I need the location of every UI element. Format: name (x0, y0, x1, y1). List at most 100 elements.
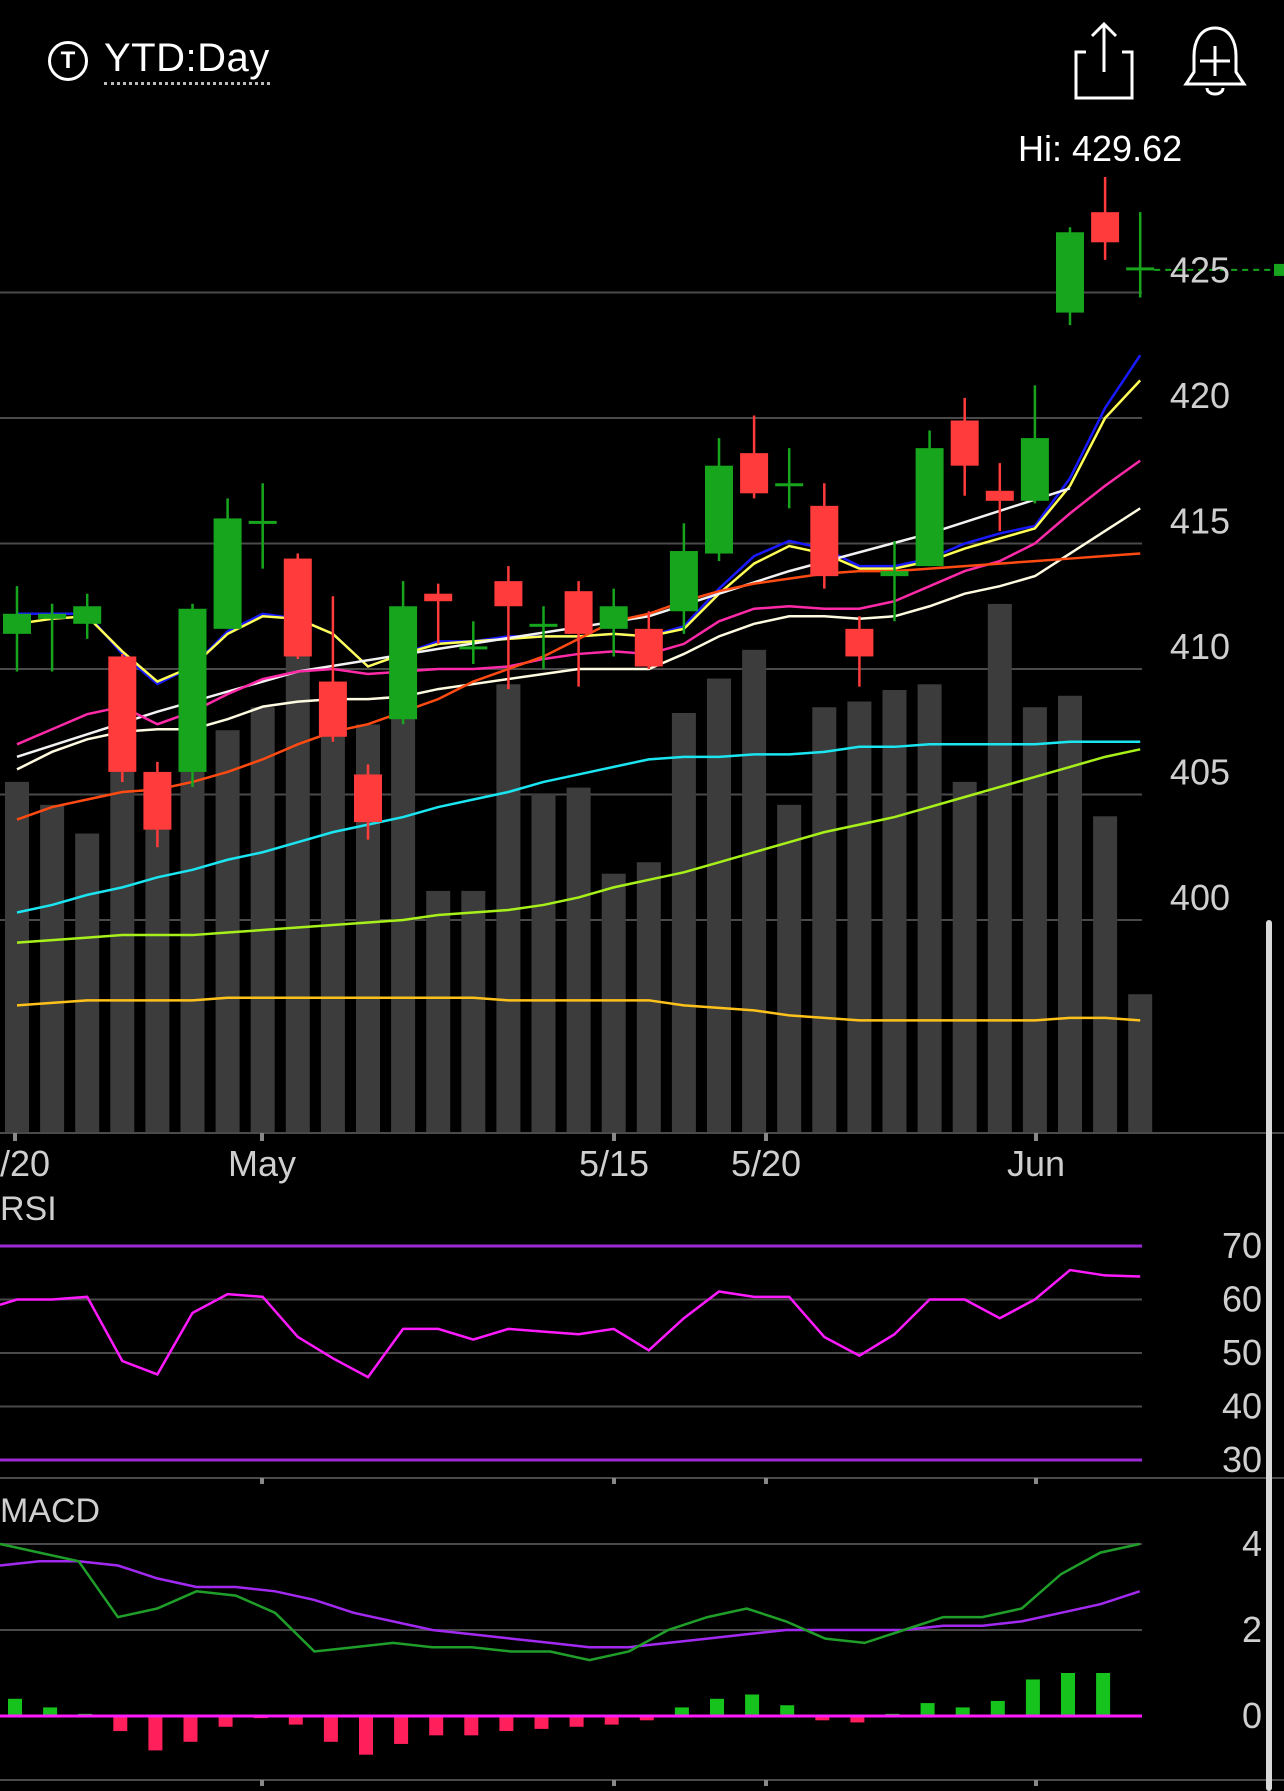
moving-average-line (16, 748, 1141, 944)
macd-histogram-bar (464, 1716, 479, 1736)
macd-histogram-bar (990, 1700, 1005, 1716)
macd-histogram-bar (218, 1716, 233, 1727)
candle-up (459, 646, 488, 650)
date-tick-label: 5/20 (731, 1143, 801, 1184)
volume-bar (285, 644, 310, 1132)
macd-histogram-bar (815, 1716, 830, 1721)
period-selector[interactable]: T YTD:Day (48, 36, 270, 85)
macd-histogram-bar (1025, 1679, 1040, 1716)
candle-up (599, 606, 628, 629)
volume-bar (531, 793, 556, 1132)
candle-up (178, 608, 207, 772)
volume-bar (1022, 707, 1047, 1132)
macd-histogram-bar (955, 1707, 970, 1716)
candle-down (283, 558, 312, 657)
candle-up (248, 520, 277, 524)
candle-up (73, 606, 102, 624)
date-axis: /20 May 5/15 5/20 Jun (0, 1133, 1065, 1184)
volume-bar (917, 684, 942, 1132)
macd-histogram-bar (639, 1716, 654, 1721)
volume-bar (40, 804, 65, 1132)
macd-histogram-bar (780, 1705, 795, 1716)
candle-down (424, 593, 453, 602)
candle-down (354, 774, 382, 823)
macd-histogram-bar (148, 1716, 163, 1751)
volume-bar (847, 701, 872, 1132)
volume-bar (320, 735, 345, 1132)
period-label: YTD:Day (104, 36, 270, 85)
macd-histogram-bar (569, 1716, 584, 1727)
volume-bar (1058, 695, 1082, 1132)
rsi-tick-label: 40 (1222, 1386, 1262, 1427)
macd-histogram-bar (323, 1716, 338, 1742)
candle-up (1056, 232, 1084, 313)
price-tick-label: 400 (1170, 877, 1230, 918)
candle-up (38, 613, 67, 619)
rsi-line (0, 1268, 1141, 1379)
moving-average-line (16, 996, 1141, 1022)
volume-bar (777, 804, 802, 1132)
macd-histogram-bar (534, 1716, 549, 1729)
candle-up (213, 518, 242, 629)
volume-bar (671, 712, 696, 1132)
volume-bar (952, 781, 977, 1132)
volume-bar (1093, 816, 1118, 1132)
moving-average-line (16, 740, 1141, 914)
rsi-tick-label: 50 (1222, 1332, 1262, 1373)
high-price-label: Hi: 429.62 (1018, 128, 1183, 169)
macd-signal-line (0, 1559, 1141, 1649)
price-axis: 400 405 410 415 420 425 (1170, 250, 1230, 919)
volume-bar (812, 707, 837, 1132)
candle-up (705, 465, 733, 554)
macd-histogram-bar (1096, 1673, 1111, 1716)
macd-histogram-bar (394, 1716, 409, 1744)
macd-histogram-bar (745, 1694, 760, 1716)
volume-bar (145, 816, 170, 1132)
macd-title: MACD (0, 1492, 100, 1530)
date-tick-label: 5/15 (579, 1143, 649, 1184)
candle-down (950, 420, 979, 466)
vertical-scrollbar[interactable] (1266, 920, 1272, 1791)
rsi-tick-label: 70 (1222, 1225, 1262, 1266)
rsi-title: RSI (0, 1190, 57, 1228)
volume-bar (742, 649, 767, 1132)
price-tick-label: 420 (1170, 375, 1230, 416)
volume-bar (250, 707, 275, 1132)
volume-bar (461, 890, 486, 1132)
macd-histogram-bar (710, 1698, 724, 1716)
volume-bar (5, 781, 29, 1132)
macd-histogram-bar (8, 1698, 22, 1716)
macd-line (0, 1542, 1140, 1662)
volume-bar (601, 873, 626, 1132)
clock-icon: T (48, 40, 88, 81)
candle-down (494, 581, 523, 607)
candle-up (669, 551, 698, 612)
price-tick-label: 410 (1170, 626, 1230, 667)
candle-up (1126, 267, 1155, 271)
macd-histogram-bar (674, 1707, 689, 1716)
macd-pane: MACD 0 2 4 (0, 1492, 1284, 1786)
macd-tick-label: 4 (1242, 1523, 1262, 1564)
volume-bar (566, 787, 591, 1132)
price-tick-label: 405 (1170, 752, 1230, 793)
date-tick-label: May (228, 1143, 296, 1184)
chart-header: T YTD:Day (0, 0, 1284, 120)
share-icon[interactable] (1072, 20, 1138, 102)
candle-down (108, 656, 137, 772)
candle-down (564, 591, 593, 634)
candle-up (880, 571, 909, 577)
macd-histogram-bar (288, 1716, 303, 1725)
volume-bar (391, 672, 416, 1132)
add-alert-bell-icon[interactable] (1180, 20, 1250, 102)
volume-bar (987, 603, 1012, 1132)
candle-down (740, 453, 769, 494)
candle-down (845, 628, 874, 657)
macd-histogram-bar (604, 1716, 619, 1725)
candle-down (1091, 212, 1120, 243)
candle-up (775, 483, 804, 487)
macd-histogram-bar (499, 1716, 514, 1732)
macd-histogram-bar (359, 1716, 373, 1755)
candle-up (529, 623, 558, 627)
candle-down (810, 505, 839, 577)
